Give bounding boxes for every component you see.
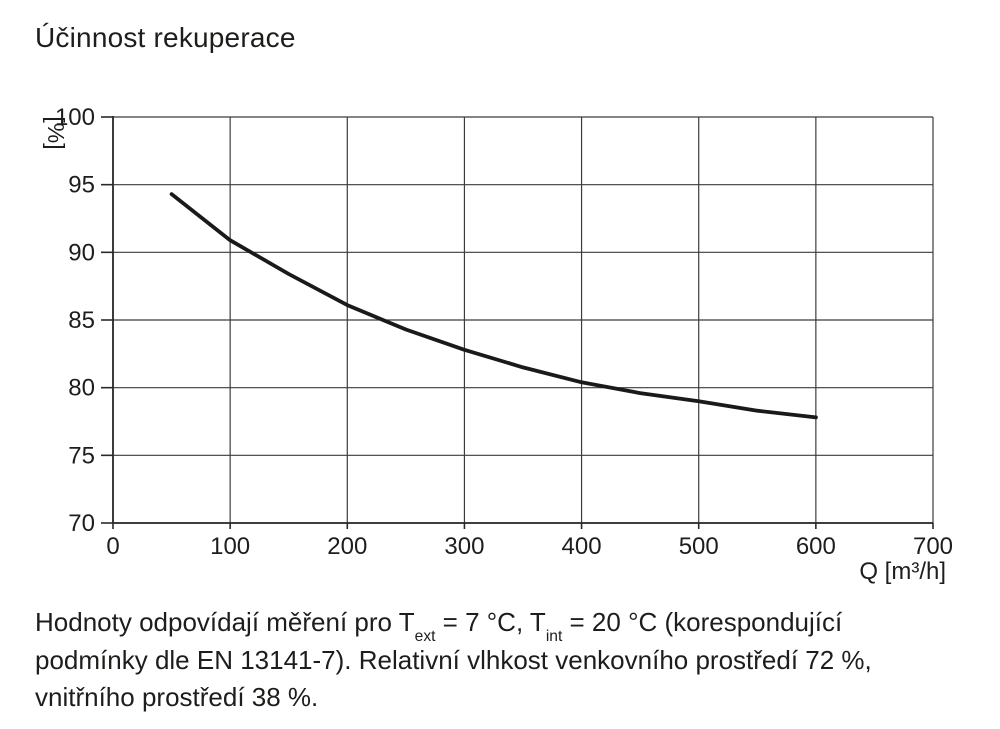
footnote-line: vnitřního prostředí 38 %. — [35, 682, 319, 712]
x-tick-label: 500 — [679, 533, 719, 560]
footnote-line: podmínky dle EN 13141-7). Relativní vlhk… — [35, 644, 872, 675]
efficiency-curve — [169, 192, 818, 420]
measurement-conditions-note: Hodnoty odpovídají měření pro Text = 7 °… — [35, 604, 980, 717]
footnote-line: Hodnoty odpovídají měření pro Text = 7 °… — [35, 607, 843, 645]
x-tick-label: 100 — [210, 533, 250, 560]
y-axis-title: [%] — [43, 116, 69, 149]
chart-title: Účinnost rekuperace — [35, 22, 296, 53]
y-tick-label: 70 — [68, 510, 95, 537]
x-tick-label: 400 — [562, 533, 602, 560]
x-axis-title: Q [m³/h] — [859, 558, 946, 585]
x-tick-label: 0 — [106, 533, 119, 560]
x-tick-label: 700 — [913, 533, 953, 560]
subscript-text: ext — [414, 627, 436, 645]
subscript-text: int — [545, 627, 563, 645]
y-tick-label: 75 — [68, 442, 95, 469]
y-tick-label: 80 — [68, 375, 95, 402]
y-tick-label: 100 — [55, 104, 95, 131]
x-tick-label: 300 — [444, 533, 484, 560]
y-tick-label: 90 — [68, 239, 95, 266]
x-tick-label: 600 — [796, 533, 836, 560]
y-tick-label: 95 — [68, 172, 95, 199]
y-tick-label: 85 — [68, 307, 95, 334]
x-tick-label: 200 — [327, 533, 367, 560]
